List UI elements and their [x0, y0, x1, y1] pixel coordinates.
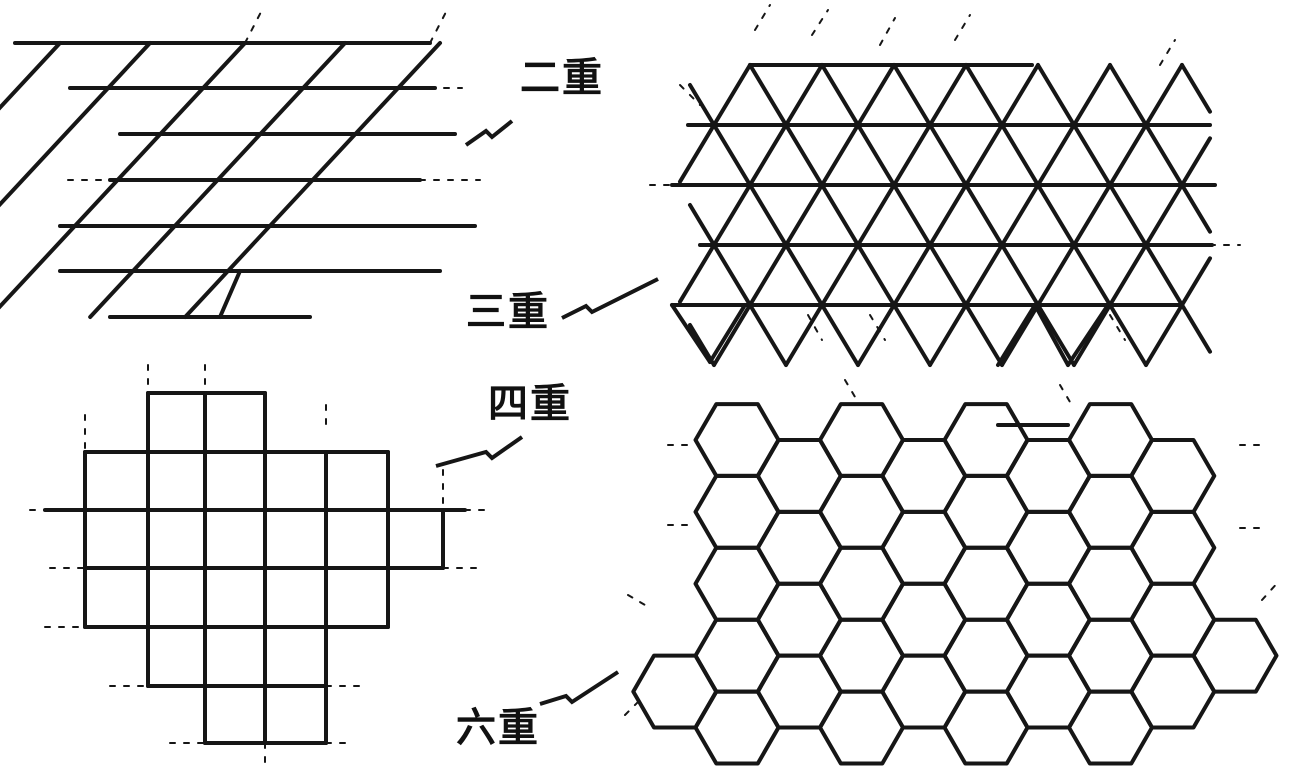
triangular-slant-line: [708, 303, 747, 364]
rhombic-slant-line: [183, 41, 442, 319]
triangular-slant-line: [996, 303, 1037, 367]
triangular-dashed-extension: [754, 4, 771, 31]
triangular-dashed-extension: [954, 14, 971, 41]
threefold-triangular-lattice: [649, 4, 1241, 427]
label-pointer-fourfold: [435, 435, 524, 468]
triangular-slant-line: [688, 203, 788, 367]
hexagon-cell: [818, 689, 905, 766]
triangular-slant-line: [1180, 63, 1212, 114]
label-sixfold: 六重: [456, 704, 540, 751]
fourfold-square-lattice: [29, 364, 491, 766]
triangular-dashed-extension: [869, 314, 886, 341]
sixfold-hexagonal-lattice: [624, 379, 1281, 766]
triangular-slant-line: [670, 303, 712, 364]
rhombic-slant-line: [88, 41, 347, 319]
label-pointer-twofold: [464, 119, 514, 147]
label-twofold: 二重: [520, 54, 604, 101]
hexagon-dashed-extension: [624, 699, 641, 716]
hexagon-cell: [693, 689, 781, 766]
hexagon-cell: [1129, 438, 1217, 514]
triangular-slant-line: [678, 63, 824, 304]
triangular-slant-line: [1066, 303, 1110, 367]
label-pointer-threefold: [561, 277, 659, 320]
triangular-slant-line: [712, 63, 896, 367]
triangular-dashed-extension: [811, 9, 829, 36]
rhombic-slant-line: [0, 41, 247, 310]
hexagon-dashed-extension: [844, 379, 859, 403]
triangular-slant-line: [856, 63, 1040, 367]
triangular-slant-line: [748, 63, 932, 367]
triangular-slant-line: [1072, 136, 1212, 367]
triangular-slant-line: [1033, 303, 1070, 367]
triangular-dashed-extension: [679, 84, 701, 106]
twofold-rhombic-lattice: [0, 9, 481, 319]
rhombic-slant-line: [218, 269, 242, 319]
triangular-dashed-extension: [1159, 39, 1176, 66]
triangular-slant-line: [892, 63, 1076, 367]
triangular-slant-line: [820, 63, 1004, 367]
triangular-slant-line: [1036, 63, 1212, 354]
hexagon-cell: [942, 689, 1030, 766]
label-pointer-sixfold: [539, 670, 620, 706]
label-fourfold: 四重: [488, 380, 572, 427]
triangular-slant-line: [688, 83, 860, 367]
rhombic-slant-line: [0, 41, 152, 208]
rhombic-slant-line: [0, 41, 62, 111]
rhombic-dashed-extension: [429, 11, 447, 44]
triangular-slant-line: [784, 63, 968, 367]
rhombic-dashed-extension: [244, 9, 263, 44]
triangular-slant-line: [678, 63, 752, 184]
hexagon-dashed-extension: [1261, 579, 1281, 601]
hexagon-dashed-extension: [627, 594, 646, 606]
hexagon-dashed-extension: [1059, 384, 1071, 403]
triangular-slant-line: [1144, 256, 1212, 367]
triangular-dashed-extension: [1109, 314, 1126, 341]
triangular-slant-line: [1000, 63, 1184, 367]
triangular-dashed-extension: [807, 314, 823, 341]
triangular-slant-line: [1108, 63, 1212, 234]
hexagon-cell: [1067, 689, 1154, 766]
triangular-slant-line: [928, 63, 1112, 367]
triangular-dashed-extension: [879, 17, 896, 46]
triangular-slant-line: [964, 63, 1148, 367]
label-threefold: 三重: [466, 288, 550, 335]
